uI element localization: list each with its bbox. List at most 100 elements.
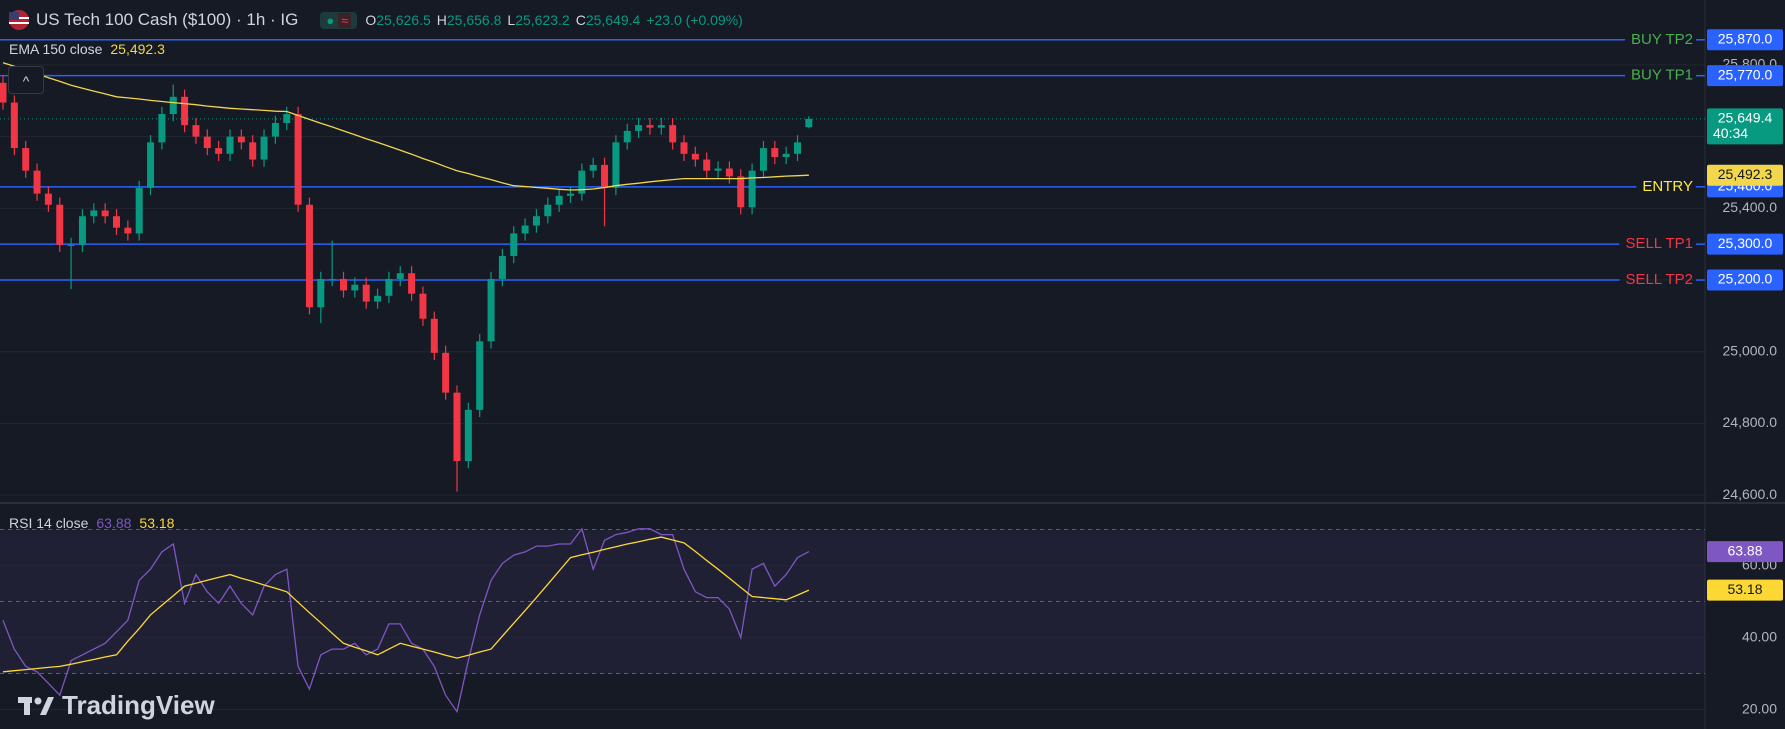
price-tag-label: 63.88 [1727, 542, 1762, 558]
price-tag [1707, 541, 1783, 563]
candle-body [714, 168, 722, 171]
candle-body [589, 164, 597, 171]
price-tag-label: 25,492.3 [1718, 166, 1773, 182]
ohlc-item: L25,623.2 [507, 12, 569, 28]
candle-body [442, 352, 450, 393]
price-tag [1707, 108, 1783, 145]
candle-body [135, 187, 143, 234]
candle-body [10, 102, 18, 149]
candle-body [555, 195, 563, 205]
price-tag [1707, 29, 1783, 51]
ohlc-value: 25,626.5 [376, 12, 431, 28]
level-name: ENTRY [1642, 178, 1693, 195]
candle-body [657, 125, 665, 128]
candle-body [33, 170, 41, 194]
price-tag [1707, 233, 1783, 255]
level-name: SELL TP2 [1625, 271, 1693, 288]
collapse-button[interactable]: ^ [8, 66, 44, 94]
price-tag-label: 25,200.0 [1718, 271, 1773, 287]
price-tag-label: 25,870.0 [1718, 31, 1773, 47]
y-tick-label: 24,600.0 [1723, 486, 1778, 502]
candle-body [181, 96, 189, 126]
candle-body [703, 159, 711, 171]
candle-body [498, 256, 506, 279]
level-name: BUY TP2 [1631, 31, 1693, 48]
candle-body [90, 210, 98, 217]
candle-body [215, 148, 223, 154]
candle-body [101, 210, 109, 217]
candle-body [317, 278, 325, 308]
rsi-ma-value: 53.18 [139, 515, 175, 531]
candle-body [22, 148, 30, 171]
candle-body [67, 244, 75, 246]
candle-body [510, 233, 518, 257]
candle-body [759, 148, 767, 171]
candle-body [385, 278, 393, 296]
candle-body [340, 278, 347, 291]
candle-body [737, 176, 745, 208]
candle-body [532, 216, 540, 226]
candle-body [56, 204, 64, 245]
candle-body [113, 216, 120, 228]
level-name: BUY TP1 [1631, 67, 1693, 84]
candle-body [44, 193, 52, 205]
status-badge[interactable]: ● ≈ [320, 11, 358, 29]
symbol[interactable]: US Tech 100 Cash ($100) · 1h · IG [36, 10, 299, 29]
header: US Tech 100 Cash ($100) · 1h · IG ● ≈ O25… [8, 8, 743, 32]
candle-body [669, 125, 677, 143]
price-tag [1707, 65, 1783, 87]
candle-body [203, 136, 211, 149]
candle-body [374, 295, 382, 302]
candle-body [794, 142, 801, 154]
rsi-name: RSI 14 close [9, 515, 89, 531]
candle-body [680, 142, 688, 154]
ohlc-value: 25,656.8 [446, 12, 502, 28]
ema-line [2, 62, 809, 191]
candle-body [635, 125, 643, 131]
y-tick-label: 25,000.0 [1723, 342, 1778, 358]
candle-body [691, 153, 699, 160]
candle-body [294, 114, 302, 205]
candle-body [169, 96, 177, 115]
ohlc-key: C [575, 12, 586, 28]
y-tick-label: 20.00 [1742, 700, 1777, 716]
ema-legend: EMA 150 close 25,492.3 [9, 41, 165, 57]
ohlc-value: 25,623.2 [515, 12, 570, 28]
price-tag [1707, 579, 1783, 601]
ohlc: O25,626.5 H25,656.8 L25,623.2 C25,649.4 +23.… [365, 12, 742, 28]
flag-icon [9, 10, 29, 30]
ohlc-item: H25,656.8 [437, 12, 502, 28]
candle-body [0, 82, 7, 103]
watermark-logo [18, 696, 54, 715]
y-tick-label: 25,400.0 [1723, 199, 1778, 215]
candle-body [725, 168, 733, 177]
candle-body [237, 136, 245, 143]
candle-body [487, 278, 495, 342]
candle-body [260, 136, 268, 160]
candle-body [124, 227, 132, 234]
candle-body [430, 318, 438, 353]
candle-body [476, 341, 484, 410]
ema-value: 25,492.3 [110, 41, 165, 57]
candle-body [408, 273, 416, 294]
candle-body [805, 118, 813, 128]
change: +23.0 (+0.09%) [646, 12, 743, 28]
candle-body [464, 409, 472, 462]
candle-body [748, 170, 756, 208]
candle-body [646, 125, 654, 128]
candle-body [771, 148, 779, 158]
candle-body [396, 273, 404, 279]
candle-body [567, 193, 574, 196]
countdown: 40:34 [1713, 125, 1748, 141]
candle-body [249, 142, 257, 160]
candle-body [328, 278, 336, 280]
price-tag-label: 25,300.0 [1718, 235, 1773, 251]
candle-body [78, 216, 86, 245]
rsi-legend: RSI 14 close 63.88 53.18 [9, 515, 174, 531]
candle-body [283, 114, 291, 123]
candle-body [305, 204, 313, 308]
ohlc-key: O [365, 12, 377, 28]
price-tag-label: 53.18 [1727, 581, 1762, 597]
